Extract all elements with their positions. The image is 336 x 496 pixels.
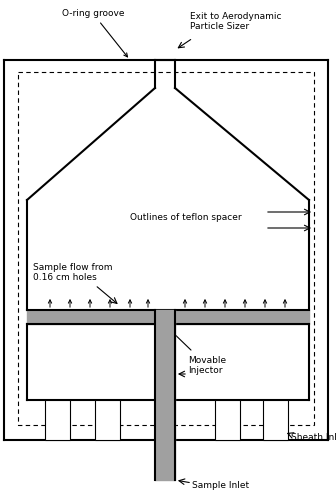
Bar [18,72,314,425]
Text: Movable
Injector: Movable Injector [188,356,226,375]
Bar [45,400,70,440]
Text: Sample Inlet: Sample Inlet [192,481,249,490]
Text: Exit to Aerodynamic
Particle Sizer: Exit to Aerodynamic Particle Sizer [190,12,282,31]
Bar [263,400,288,440]
Text: Sheath Inlets: Sheath Inlets [291,434,336,442]
Text: Outlines of teflon spacer: Outlines of teflon spacer [130,213,242,223]
Text: O-ring groove: O-ring groove [62,9,127,57]
Bar [215,400,240,440]
Text: Sample flow from
0.16 cm holes: Sample flow from 0.16 cm holes [33,263,113,282]
Bar [95,400,120,440]
